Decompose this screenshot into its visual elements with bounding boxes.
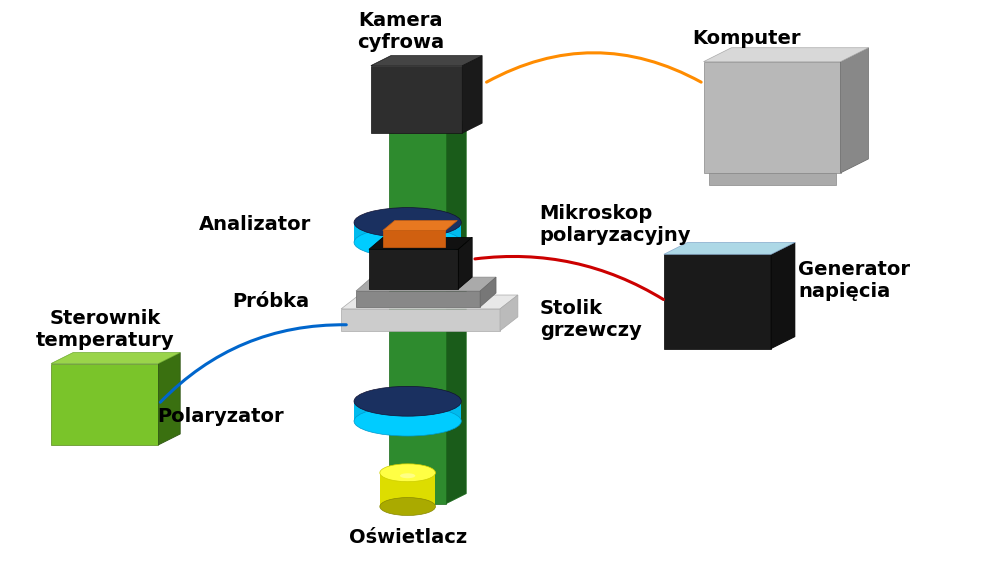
Polygon shape [480, 277, 496, 307]
Ellipse shape [354, 227, 461, 257]
Polygon shape [382, 220, 457, 230]
Polygon shape [341, 295, 518, 309]
Ellipse shape [354, 387, 461, 416]
Text: Sterownik
temperatury: Sterownik temperatury [35, 308, 174, 350]
Ellipse shape [354, 208, 461, 237]
Polygon shape [382, 230, 445, 247]
Polygon shape [356, 277, 496, 291]
Polygon shape [341, 309, 500, 331]
Polygon shape [388, 121, 466, 131]
Polygon shape [51, 353, 180, 364]
Text: Kamera
cyfrowa: Kamera cyfrowa [357, 10, 444, 52]
Polygon shape [446, 121, 466, 504]
Polygon shape [356, 291, 480, 307]
Ellipse shape [379, 464, 435, 482]
Polygon shape [379, 473, 435, 507]
Polygon shape [841, 48, 869, 173]
Ellipse shape [400, 473, 415, 478]
Polygon shape [371, 66, 462, 133]
Polygon shape [158, 353, 180, 445]
Text: Analizator: Analizator [199, 215, 311, 234]
Polygon shape [458, 237, 472, 289]
Ellipse shape [354, 406, 461, 436]
Polygon shape [709, 173, 836, 185]
Ellipse shape [379, 498, 435, 515]
Polygon shape [704, 62, 841, 173]
Text: Komputer: Komputer [692, 29, 801, 48]
Polygon shape [354, 223, 461, 243]
Text: Próbka: Próbka [232, 293, 309, 311]
Text: Mikroskop
polaryzacyjny: Mikroskop polaryzacyjny [540, 204, 692, 245]
Polygon shape [371, 56, 482, 66]
Polygon shape [369, 237, 472, 250]
Polygon shape [354, 401, 461, 421]
Polygon shape [664, 243, 795, 254]
Polygon shape [704, 48, 869, 62]
Polygon shape [500, 295, 518, 331]
Text: Oświetlacz: Oświetlacz [348, 528, 466, 547]
Polygon shape [51, 364, 158, 445]
Polygon shape [388, 131, 446, 133]
Polygon shape [664, 254, 771, 349]
Text: Generator
napięcia: Generator napięcia [798, 259, 910, 301]
Polygon shape [771, 243, 795, 349]
Polygon shape [388, 131, 446, 504]
Text: Stolik
grzewczy: Stolik grzewczy [540, 299, 642, 340]
Polygon shape [462, 56, 482, 133]
Text: Polaryzator: Polaryzator [157, 407, 283, 426]
Polygon shape [369, 250, 458, 289]
